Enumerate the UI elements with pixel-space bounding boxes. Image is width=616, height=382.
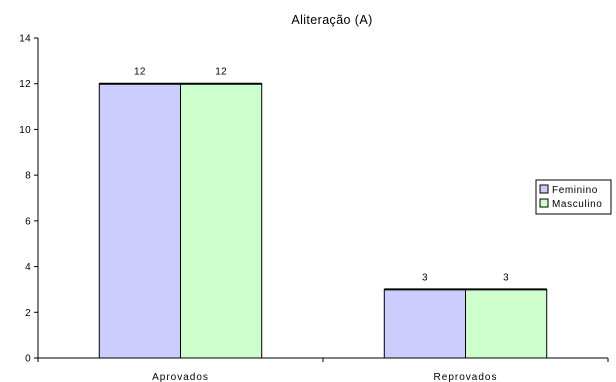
data-label: 3 <box>422 272 428 283</box>
chart-title: Aliteração (A) <box>291 13 372 27</box>
bar-feminino-aprovados <box>98 83 181 359</box>
data-label: 12 <box>134 67 146 78</box>
y-axis: 0 2 4 6 8 10 12 14 <box>19 34 39 365</box>
bar-feminino-reprovados <box>383 288 466 359</box>
data-label: 12 <box>215 67 227 78</box>
bar-masculino-aprovados <box>180 83 263 359</box>
legend-swatch-feminino <box>539 184 549 194</box>
y-tick-label: 12 <box>19 79 31 90</box>
bar-masculino-reprovados <box>465 288 548 359</box>
x-axis: Aprovados Reprovados <box>37 357 609 382</box>
legend-label-feminino: Feminino <box>552 185 598 196</box>
legend-label-masculino: Masculino <box>552 199 602 210</box>
y-tick-label: 0 <box>25 354 31 365</box>
x-category-label: Aprovados <box>152 372 209 382</box>
legend-swatch-masculino <box>539 198 549 208</box>
data-labels: 12 12 3 3 <box>134 67 509 284</box>
y-tick-label: 6 <box>25 216 31 227</box>
y-tick-label: 10 <box>19 125 31 136</box>
y-tick-label: 14 <box>19 34 31 45</box>
bars <box>98 82 548 359</box>
y-tick-label: 4 <box>25 262 31 273</box>
y-tick-label: 2 <box>25 308 31 319</box>
x-category-label: Reprovados <box>434 372 498 382</box>
data-label: 3 <box>503 272 509 283</box>
legend: Feminino Masculino <box>535 179 612 215</box>
y-tick-label: 8 <box>25 171 31 182</box>
